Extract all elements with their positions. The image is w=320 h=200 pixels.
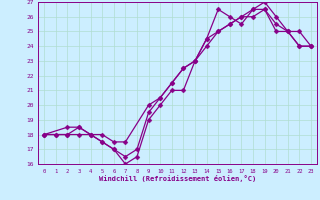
X-axis label: Windchill (Refroidissement éolien,°C): Windchill (Refroidissement éolien,°C): [99, 175, 256, 182]
